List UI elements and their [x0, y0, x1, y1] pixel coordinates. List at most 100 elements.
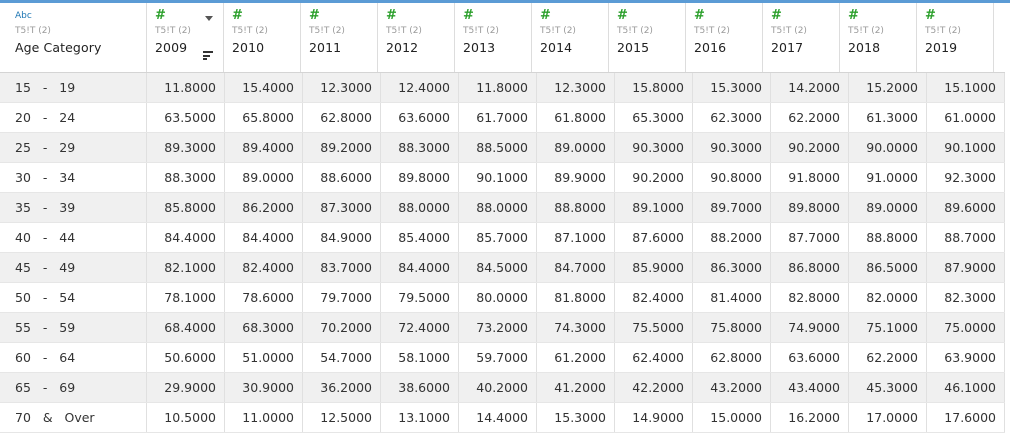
age-category-cell[interactable]: 65 - 69 [0, 373, 147, 402]
value-cell[interactable]: 62.8000 [303, 103, 381, 132]
value-cell[interactable]: 79.7000 [303, 283, 381, 312]
column-header-2018[interactable]: # T5!T (2) 2018 [839, 3, 917, 72]
value-cell[interactable]: 88.3000 [381, 133, 459, 162]
number-type-icon[interactable]: # [386, 8, 397, 23]
value-cell[interactable]: 84.5000 [459, 253, 537, 282]
number-type-icon[interactable]: # [771, 8, 782, 23]
value-cell[interactable]: 62.2000 [849, 343, 927, 372]
value-cell[interactable]: 61.7000 [459, 103, 537, 132]
value-cell[interactable]: 40.2000 [459, 373, 537, 402]
value-cell[interactable]: 43.4000 [771, 373, 849, 402]
value-cell[interactable]: 62.2000 [771, 103, 849, 132]
value-cell[interactable]: 83.7000 [303, 253, 381, 282]
value-cell[interactable]: 90.1000 [927, 133, 1005, 162]
number-type-icon[interactable]: # [309, 8, 320, 23]
column-header-2011[interactable]: # T5!T (2) 2011 [300, 3, 378, 72]
age-category-cell[interactable]: 50 - 54 [0, 283, 147, 312]
value-cell[interactable]: 88.8000 [849, 223, 927, 252]
value-cell[interactable]: 43.2000 [693, 373, 771, 402]
value-cell[interactable]: 61.2000 [537, 343, 615, 372]
value-cell[interactable]: 11.8000 [459, 73, 537, 102]
value-cell[interactable]: 82.3000 [927, 283, 1005, 312]
value-cell[interactable]: 74.3000 [537, 313, 615, 342]
value-cell[interactable]: 63.5000 [147, 103, 225, 132]
value-cell[interactable]: 68.4000 [147, 313, 225, 342]
value-cell[interactable]: 12.5000 [303, 403, 381, 432]
value-cell[interactable]: 54.7000 [303, 343, 381, 372]
value-cell[interactable]: 13.1000 [381, 403, 459, 432]
chevron-down-icon[interactable] [205, 16, 213, 21]
value-cell[interactable]: 63.9000 [927, 343, 1005, 372]
value-cell[interactable]: 90.8000 [693, 163, 771, 192]
value-cell[interactable]: 89.9000 [537, 163, 615, 192]
value-cell[interactable]: 89.2000 [303, 133, 381, 162]
value-cell[interactable]: 87.9000 [927, 253, 1005, 282]
value-cell[interactable]: 62.4000 [615, 343, 693, 372]
value-cell[interactable]: 91.0000 [849, 163, 927, 192]
value-cell[interactable]: 61.3000 [849, 103, 927, 132]
value-cell[interactable]: 87.1000 [537, 223, 615, 252]
value-cell[interactable]: 63.6000 [381, 103, 459, 132]
value-cell[interactable]: 50.6000 [147, 343, 225, 372]
value-cell[interactable]: 15.3000 [537, 403, 615, 432]
value-cell[interactable]: 75.0000 [927, 313, 1005, 342]
value-cell[interactable]: 80.0000 [459, 283, 537, 312]
value-cell[interactable]: 88.0000 [459, 193, 537, 222]
value-cell[interactable]: 84.4000 [381, 253, 459, 282]
value-cell[interactable]: 82.1000 [147, 253, 225, 282]
value-cell[interactable]: 90.2000 [615, 163, 693, 192]
value-cell[interactable]: 87.6000 [615, 223, 693, 252]
value-cell[interactable]: 89.7000 [693, 193, 771, 222]
value-cell[interactable]: 85.4000 [381, 223, 459, 252]
value-cell[interactable]: 90.1000 [459, 163, 537, 192]
value-cell[interactable]: 89.0000 [225, 163, 303, 192]
value-cell[interactable]: 15.2000 [849, 73, 927, 102]
value-cell[interactable]: 89.0000 [849, 193, 927, 222]
value-cell[interactable]: 82.4000 [615, 283, 693, 312]
value-cell[interactable]: 84.9000 [303, 223, 381, 252]
value-cell[interactable]: 88.5000 [459, 133, 537, 162]
value-cell[interactable]: 90.3000 [615, 133, 693, 162]
value-cell[interactable]: 88.7000 [927, 223, 1005, 252]
age-category-cell[interactable]: 70 & Over [0, 403, 147, 432]
column-header-2016[interactable]: # T5!T (2) 2016 [685, 3, 763, 72]
value-cell[interactable]: 41.2000 [537, 373, 615, 402]
value-cell[interactable]: 91.8000 [771, 163, 849, 192]
value-cell[interactable]: 63.6000 [771, 343, 849, 372]
value-cell[interactable]: 85.7000 [459, 223, 537, 252]
value-cell[interactable]: 14.9000 [615, 403, 693, 432]
value-cell[interactable]: 87.3000 [303, 193, 381, 222]
value-cell[interactable]: 82.4000 [225, 253, 303, 282]
value-cell[interactable]: 51.0000 [225, 343, 303, 372]
value-cell[interactable]: 17.6000 [927, 403, 1005, 432]
value-cell[interactable]: 46.1000 [927, 373, 1005, 402]
number-type-icon[interactable]: # [463, 8, 474, 23]
value-cell[interactable]: 84.7000 [537, 253, 615, 282]
value-cell[interactable]: 59.7000 [459, 343, 537, 372]
value-cell[interactable]: 86.5000 [849, 253, 927, 282]
value-cell[interactable]: 78.1000 [147, 283, 225, 312]
value-cell[interactable]: 42.2000 [615, 373, 693, 402]
value-cell[interactable]: 79.5000 [381, 283, 459, 312]
value-cell[interactable]: 11.0000 [225, 403, 303, 432]
value-cell[interactable]: 89.0000 [537, 133, 615, 162]
value-cell[interactable]: 87.7000 [771, 223, 849, 252]
age-category-cell[interactable]: 60 - 64 [0, 343, 147, 372]
value-cell[interactable]: 86.3000 [693, 253, 771, 282]
value-cell[interactable]: 88.6000 [303, 163, 381, 192]
value-cell[interactable]: 38.6000 [381, 373, 459, 402]
value-cell[interactable]: 12.3000 [537, 73, 615, 102]
value-cell[interactable]: 89.6000 [927, 193, 1005, 222]
value-cell[interactable]: 86.2000 [225, 193, 303, 222]
value-cell[interactable]: 58.1000 [381, 343, 459, 372]
value-cell[interactable]: 89.8000 [771, 193, 849, 222]
value-cell[interactable]: 15.1000 [927, 73, 1005, 102]
value-cell[interactable]: 12.4000 [381, 73, 459, 102]
value-cell[interactable]: 30.9000 [225, 373, 303, 402]
value-cell[interactable]: 10.5000 [147, 403, 225, 432]
column-header-2010[interactable]: # T5!T (2) 2010 [223, 3, 301, 72]
sort-icon[interactable] [203, 51, 213, 60]
age-category-cell[interactable]: 15 - 19 [0, 73, 147, 102]
value-cell[interactable]: 88.0000 [381, 193, 459, 222]
value-cell[interactable]: 82.8000 [771, 283, 849, 312]
